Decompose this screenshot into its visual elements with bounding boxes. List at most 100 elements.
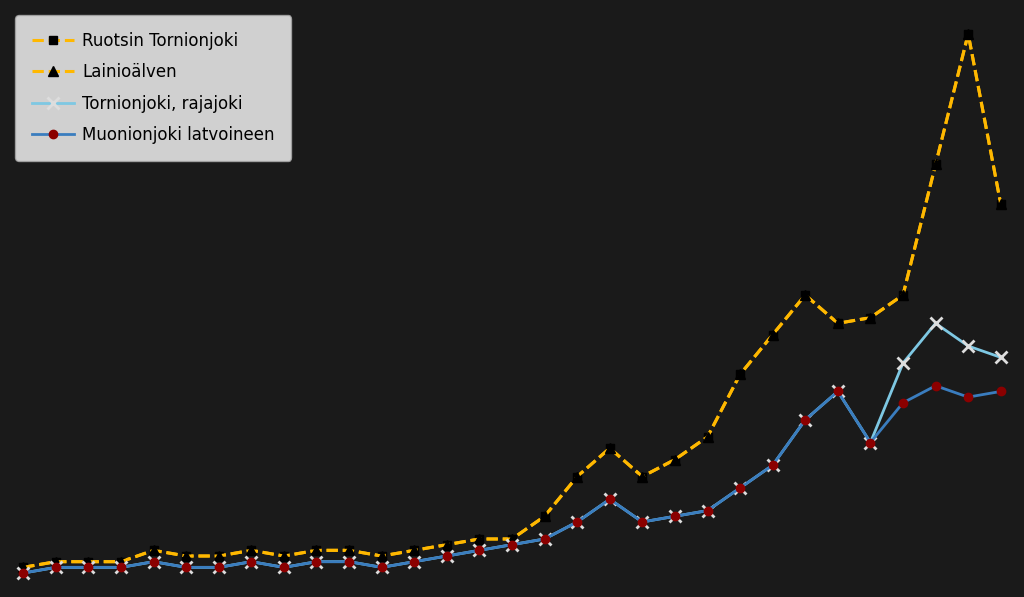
- Lainioälven: [343, 547, 355, 554]
- Tornionjoki, rajajoki: [343, 558, 355, 565]
- Lainioälven: [734, 371, 746, 378]
- Ruotsin Tornionjoki: [310, 547, 323, 554]
- Line: Tornionjoki, rajajoki: Tornionjoki, rajajoki: [17, 317, 1007, 579]
- Muonionjoki latvoineen: [897, 399, 909, 407]
- Tornionjoki, rajajoki: [831, 388, 844, 395]
- Muonionjoki latvoineen: [636, 518, 648, 525]
- Muonionjoki latvoineen: [669, 513, 681, 520]
- Ruotsin Tornionjoki: [180, 552, 193, 559]
- Muonionjoki latvoineen: [506, 541, 518, 548]
- Tornionjoki, rajajoki: [245, 558, 257, 565]
- Ruotsin Tornionjoki: [767, 331, 779, 338]
- Ruotsin Tornionjoki: [278, 552, 290, 559]
- Muonionjoki latvoineen: [115, 564, 127, 571]
- Ruotsin Tornionjoki: [409, 547, 421, 554]
- Ruotsin Tornionjoki: [245, 547, 257, 554]
- Tornionjoki, rajajoki: [799, 416, 811, 423]
- Lainioälven: [115, 558, 127, 565]
- Tornionjoki, rajajoki: [473, 547, 485, 554]
- Muonionjoki latvoineen: [701, 507, 714, 514]
- Tornionjoki, rajajoki: [147, 558, 160, 565]
- Tornionjoki, rajajoki: [571, 518, 584, 525]
- Lainioälven: [278, 552, 290, 559]
- Ruotsin Tornionjoki: [962, 30, 974, 38]
- Tornionjoki, rajajoki: [310, 558, 323, 565]
- Ruotsin Tornionjoki: [930, 161, 942, 168]
- Muonionjoki latvoineen: [767, 461, 779, 469]
- Ruotsin Tornionjoki: [539, 513, 551, 520]
- Ruotsin Tornionjoki: [734, 371, 746, 378]
- Lainioälven: [213, 552, 225, 559]
- Ruotsin Tornionjoki: [897, 291, 909, 298]
- Tornionjoki, rajajoki: [278, 564, 290, 571]
- Tornionjoki, rajajoki: [506, 541, 518, 548]
- Tornionjoki, rajajoki: [115, 564, 127, 571]
- Muonionjoki latvoineen: [603, 496, 615, 503]
- Ruotsin Tornionjoki: [115, 558, 127, 565]
- Muonionjoki latvoineen: [831, 388, 844, 395]
- Muonionjoki latvoineen: [539, 536, 551, 543]
- Lainioälven: [571, 473, 584, 480]
- Line: Ruotsin Tornionjoki: Ruotsin Tornionjoki: [19, 30, 1005, 571]
- Ruotsin Tornionjoki: [603, 445, 615, 452]
- Ruotsin Tornionjoki: [636, 473, 648, 480]
- Ruotsin Tornionjoki: [799, 291, 811, 298]
- Tornionjoki, rajajoki: [930, 320, 942, 327]
- Lainioälven: [930, 161, 942, 168]
- Muonionjoki latvoineen: [864, 439, 877, 446]
- Tornionjoki, rajajoki: [734, 484, 746, 491]
- Muonionjoki latvoineen: [180, 564, 193, 571]
- Tornionjoki, rajajoki: [767, 461, 779, 469]
- Tornionjoki, rajajoki: [376, 564, 388, 571]
- Muonionjoki latvoineen: [343, 558, 355, 565]
- Lainioälven: [310, 547, 323, 554]
- Ruotsin Tornionjoki: [669, 456, 681, 463]
- Ruotsin Tornionjoki: [571, 473, 584, 480]
- Lainioälven: [180, 552, 193, 559]
- Ruotsin Tornionjoki: [82, 558, 94, 565]
- Lainioälven: [440, 541, 453, 548]
- Lainioälven: [82, 558, 94, 565]
- Muonionjoki latvoineen: [82, 564, 94, 571]
- Lainioälven: [701, 433, 714, 441]
- Ruotsin Tornionjoki: [506, 536, 518, 543]
- Tornionjoki, rajajoki: [539, 536, 551, 543]
- Lainioälven: [473, 536, 485, 543]
- Lainioälven: [50, 558, 62, 565]
- Lainioälven: [767, 331, 779, 338]
- Muonionjoki latvoineen: [376, 564, 388, 571]
- Lainioälven: [962, 30, 974, 38]
- Ruotsin Tornionjoki: [343, 547, 355, 554]
- Tornionjoki, rajajoki: [962, 343, 974, 350]
- Lainioälven: [831, 320, 844, 327]
- Lainioälven: [994, 201, 1007, 208]
- Ruotsin Tornionjoki: [864, 314, 877, 321]
- Tornionjoki, rajajoki: [213, 564, 225, 571]
- Tornionjoki, rajajoki: [701, 507, 714, 514]
- Muonionjoki latvoineen: [962, 393, 974, 401]
- Tornionjoki, rajajoki: [897, 359, 909, 367]
- Tornionjoki, rajajoki: [50, 564, 62, 571]
- Tornionjoki, rajajoki: [669, 513, 681, 520]
- Muonionjoki latvoineen: [213, 564, 225, 571]
- Tornionjoki, rajajoki: [603, 496, 615, 503]
- Ruotsin Tornionjoki: [50, 558, 62, 565]
- Lainioälven: [539, 513, 551, 520]
- Ruotsin Tornionjoki: [376, 552, 388, 559]
- Tornionjoki, rajajoki: [82, 564, 94, 571]
- Ruotsin Tornionjoki: [17, 564, 30, 571]
- Muonionjoki latvoineen: [440, 552, 453, 559]
- Tornionjoki, rajajoki: [409, 558, 421, 565]
- Muonionjoki latvoineen: [994, 388, 1007, 395]
- Tornionjoki, rajajoki: [180, 564, 193, 571]
- Muonionjoki latvoineen: [473, 547, 485, 554]
- Muonionjoki latvoineen: [310, 558, 323, 565]
- Ruotsin Tornionjoki: [473, 536, 485, 543]
- Muonionjoki latvoineen: [17, 570, 30, 577]
- Line: Muonionjoki latvoineen: Muonionjoki latvoineen: [19, 381, 1005, 577]
- Ruotsin Tornionjoki: [701, 433, 714, 441]
- Muonionjoki latvoineen: [409, 558, 421, 565]
- Ruotsin Tornionjoki: [440, 541, 453, 548]
- Muonionjoki latvoineen: [278, 564, 290, 571]
- Lainioälven: [636, 473, 648, 480]
